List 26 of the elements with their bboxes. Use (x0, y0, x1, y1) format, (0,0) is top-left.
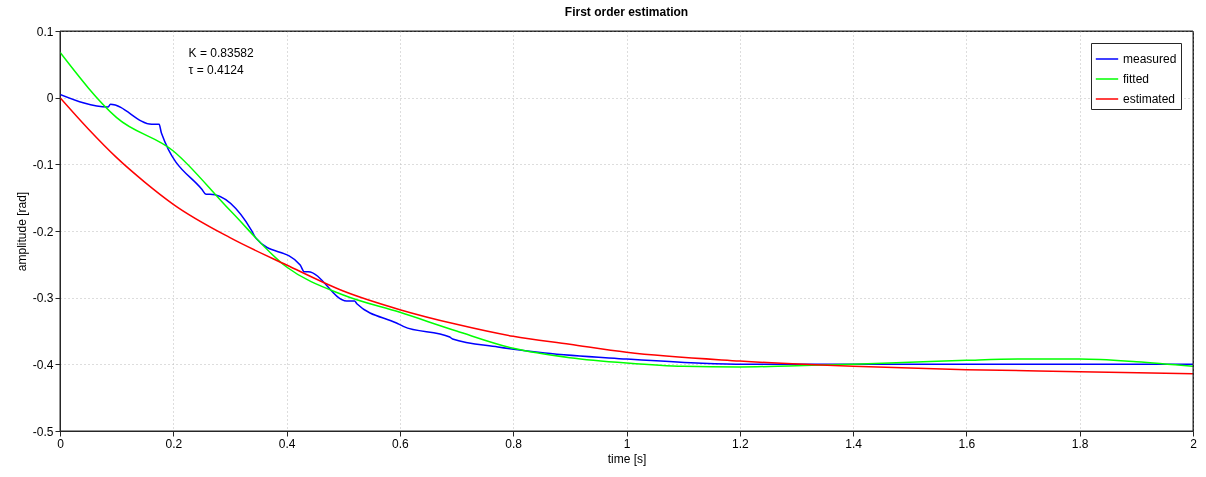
y-tick-label: -0.4 (32, 357, 54, 372)
annotation: K = 0.83582 (188, 46, 254, 60)
x-tick-label: 0.4 (278, 436, 296, 451)
x-tick-label: 1.8 (1071, 436, 1089, 451)
y-axis-title: amplitude [rad] (14, 191, 29, 272)
chart-title: First order estimation (564, 5, 689, 19)
legend-label: estimated (1123, 92, 1176, 106)
x-tick-label: 1.2 (731, 436, 749, 451)
x-tick-label: 0.2 (165, 436, 183, 451)
x-axis-title: time [s] (607, 451, 647, 466)
y-tick-label: -0.2 (32, 224, 54, 239)
y-tick-label: 0 (46, 91, 54, 106)
x-tick-label: 1.6 (958, 436, 976, 451)
legend-label: fitted (1123, 72, 1150, 86)
legend-label: measured (1123, 52, 1177, 66)
y-tick-label: -0.3 (32, 291, 54, 306)
y-tick-label: -0.5 (32, 424, 54, 439)
x-tick-label: 1.4 (845, 436, 863, 451)
y-tick-label: -0.1 (32, 157, 54, 172)
x-tick-label: 0 (57, 436, 65, 451)
x-tick-label: 0.6 (392, 436, 410, 451)
y-tick-label: 0.1 (36, 24, 54, 39)
x-tick-label: 2 (1190, 436, 1198, 451)
x-tick-label: 1 (623, 436, 631, 451)
x-tick-label: 0.8 (505, 436, 523, 451)
annotation: τ = 0.4124 (188, 63, 245, 77)
